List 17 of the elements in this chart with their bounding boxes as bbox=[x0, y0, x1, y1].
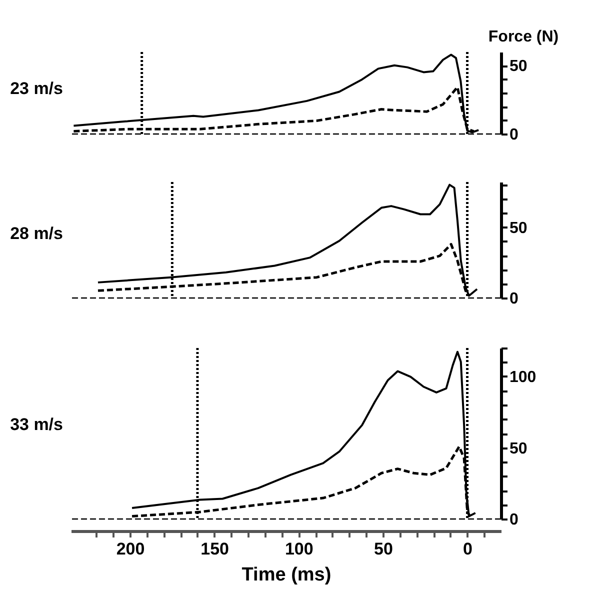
x-tick-label: 200 bbox=[116, 540, 145, 558]
text: 23 m/s bbox=[10, 78, 63, 98]
text: 33 m/s bbox=[10, 414, 63, 434]
y-tick-label: 50 bbox=[510, 58, 528, 76]
y-tick-label: 50 bbox=[510, 220, 528, 237]
y-tick-label: 100 bbox=[510, 369, 536, 386]
x-tick-label: 50 bbox=[374, 540, 393, 558]
text: 28 m/s bbox=[10, 224, 63, 244]
y-tick-label: 0 bbox=[510, 512, 518, 528]
y-tick-label: 0 bbox=[510, 126, 518, 144]
y-axis-title: Force (N) bbox=[488, 28, 559, 46]
x-tick-label: 100 bbox=[284, 540, 314, 558]
x-axis-title: Time (ms) bbox=[242, 564, 332, 586]
x-tick-label: 0 bbox=[463, 540, 473, 558]
y-tick-label: 0 bbox=[510, 290, 518, 308]
y-tick-label: 50 bbox=[510, 440, 528, 458]
x-tick-label: 150 bbox=[200, 540, 230, 558]
